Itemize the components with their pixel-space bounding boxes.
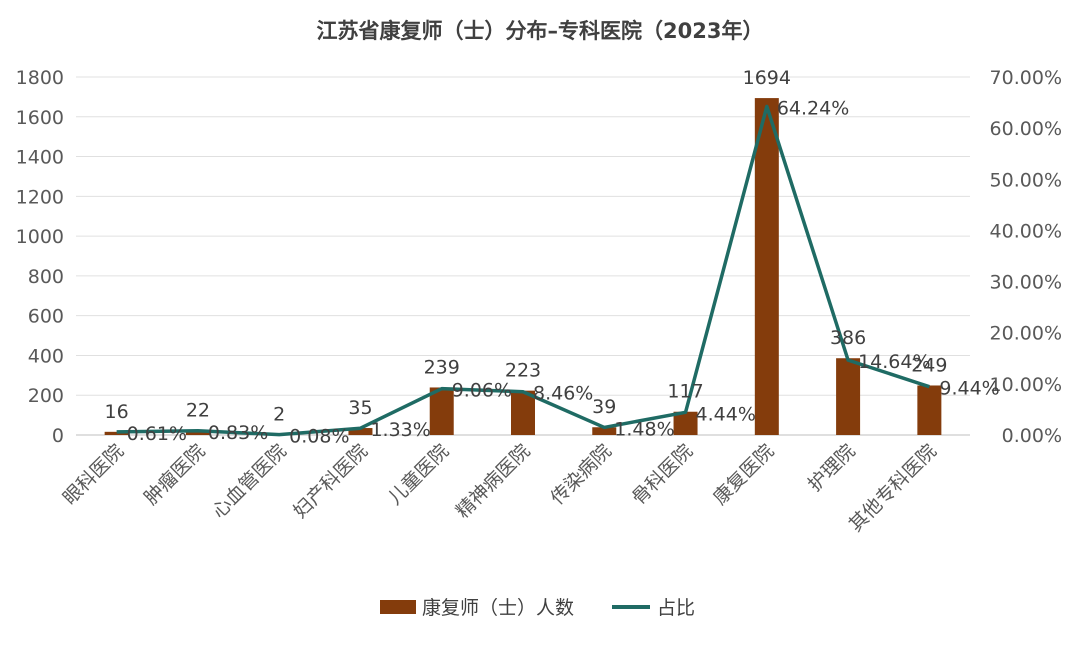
- right-tick-label: 60.00%: [990, 118, 1062, 140]
- category-label: 传染病院: [547, 440, 616, 509]
- line-value-label: 0.08%: [289, 426, 349, 448]
- x-axis: 眼科医院肿瘤医院心血管医院妇产科医院儿童医院精神病医院传染病院骨科医院康复医院护…: [59, 440, 941, 536]
- bar-series: [105, 98, 942, 435]
- bar-value-label: 223: [505, 360, 541, 382]
- left-tick-label: 1000: [16, 226, 64, 248]
- category-label: 肿瘤医院: [140, 440, 209, 509]
- line-path: [117, 106, 930, 434]
- right-tick-label: 40.00%: [990, 220, 1062, 242]
- line-value-label: 0.83%: [208, 422, 268, 444]
- legend-swatch-bar: [380, 600, 416, 614]
- bar-value-label: 16: [105, 401, 129, 423]
- right-tick-label: 0.00%: [1002, 425, 1062, 447]
- line-value-label: 14.64%: [858, 351, 930, 373]
- left-tick-label: 600: [28, 306, 64, 328]
- left-tick-label: 1400: [16, 147, 64, 169]
- right-tick-label: 10.00%: [990, 374, 1062, 396]
- line-value-label: 8.46%: [533, 383, 593, 405]
- category-label: 其他专科医院: [845, 440, 941, 536]
- left-tick-label: 1200: [16, 186, 64, 208]
- category-label: 康复医院: [709, 440, 778, 509]
- left-tick-label: 800: [28, 266, 64, 288]
- left-y-axis: 0 200 400 600 800 1000 1200 1400 1600 1800: [16, 67, 64, 447]
- bar-value-label: 117: [667, 381, 703, 403]
- line-value-label: 4.44%: [696, 403, 756, 425]
- right-tick-label: 30.00%: [990, 272, 1062, 294]
- category-label: 骨科医院: [628, 440, 697, 509]
- left-tick-label: 0: [52, 425, 64, 447]
- bar-value-label: 35: [348, 397, 372, 419]
- right-tick-label: 50.00%: [990, 169, 1062, 191]
- category-label: 精神病医院: [452, 440, 535, 523]
- legend-label-line: 占比: [657, 597, 695, 619]
- legend-label-bar: 康复师（士）人数: [422, 597, 574, 619]
- line-value-label: 9.06%: [452, 380, 512, 402]
- right-tick-label: 70.00%: [990, 67, 1062, 89]
- left-tick-label: 1800: [16, 67, 64, 89]
- line-value-label: 1.33%: [370, 419, 430, 441]
- chart-title: 江苏省康复师（士）分布–专科医院（2023年）: [317, 19, 764, 43]
- bar: [917, 385, 941, 435]
- line-value-label: 9.44%: [939, 378, 999, 400]
- category-label: 心血管医院: [208, 440, 291, 523]
- left-tick-label: 400: [28, 345, 64, 367]
- line-value-label: 64.24%: [777, 97, 849, 119]
- bar-value-label: 1694: [743, 67, 791, 89]
- right-tick-label: 20.00%: [990, 323, 1062, 345]
- category-label: 护理院: [804, 440, 860, 496]
- left-tick-label: 1600: [16, 107, 64, 129]
- bar-value-label: 39: [592, 396, 616, 418]
- category-label: 妇产科医院: [289, 440, 372, 523]
- bar-value-label: 239: [424, 356, 460, 378]
- bar-value-label: 22: [186, 400, 210, 422]
- line-value-label: 0.61%: [127, 423, 187, 445]
- category-label: 眼科医院: [59, 440, 128, 509]
- category-label: 儿童医院: [384, 440, 453, 509]
- line-series: [117, 106, 930, 434]
- bar-value-label: 2: [273, 404, 285, 426]
- bar-value-label: 386: [830, 327, 866, 349]
- right-y-axis: 0.00% 10.00% 20.00% 30.00% 40.00% 50.00% 60.00…: [990, 67, 1062, 447]
- line-value-label: 1.48%: [614, 418, 674, 440]
- left-tick-label: 200: [28, 385, 64, 407]
- legend: 康复师（士）人数 占比: [380, 597, 695, 619]
- bar: [836, 358, 860, 435]
- bar: [755, 98, 779, 435]
